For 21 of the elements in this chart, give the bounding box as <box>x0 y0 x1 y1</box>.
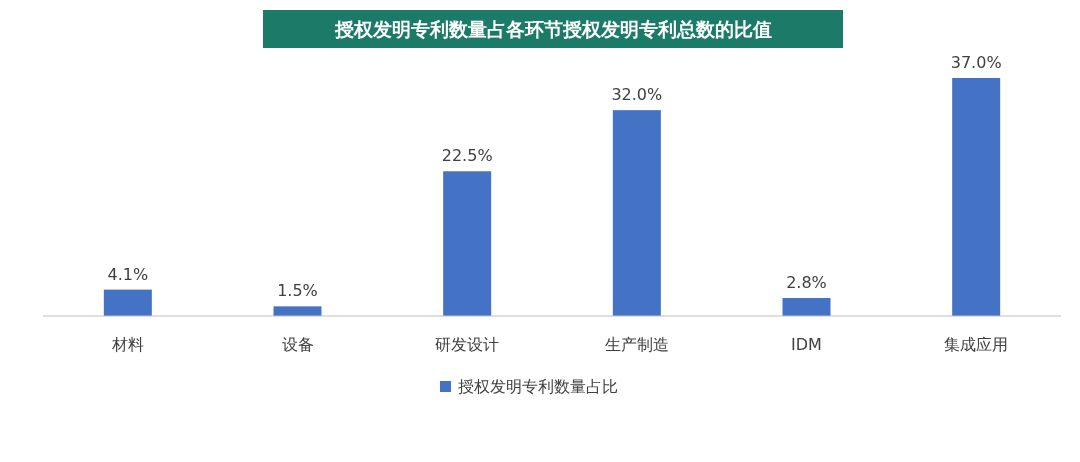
x-tick-label: 生产制造 <box>604 335 669 354</box>
data-label: 22.5% <box>441 146 493 166</box>
bar <box>273 306 322 316</box>
data-label: 37.0% <box>950 53 1002 72</box>
bar <box>443 171 492 316</box>
x-tick-label: 材料 <box>110 335 144 354</box>
data-label: 1.5% <box>277 281 318 301</box>
title: 授权发明专利数量占各环节授权发明专利总数的比值 <box>263 10 843 48</box>
x-tick-label: IDM <box>791 335 822 354</box>
x-tick-label: 研发设计 <box>435 335 500 354</box>
chart-title: 授权发明专利数量占各环节授权发明专利总数的比值 <box>333 18 772 40</box>
legend: 授权发明专利数量占比 <box>440 377 618 396</box>
data-label: 4.1% <box>107 264 149 284</box>
x-tick-label: 设备 <box>281 335 314 354</box>
bar <box>782 297 831 316</box>
bar <box>612 110 661 316</box>
bar <box>103 289 152 316</box>
bar <box>952 78 1001 316</box>
data-label: 32.0% <box>611 85 663 105</box>
data-label: 2.8% <box>786 272 827 292</box>
x-tick-label: 集成应用 <box>944 335 1009 354</box>
